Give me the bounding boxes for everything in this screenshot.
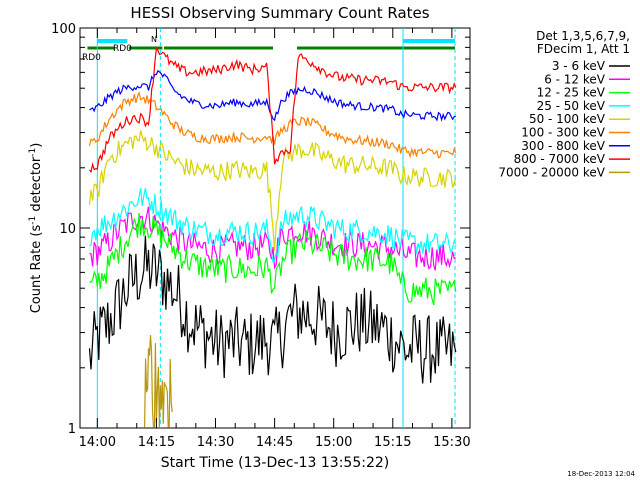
legend-header-line-2: FDecim 1, Att 1 <box>537 42 630 56</box>
series-line <box>89 188 457 263</box>
x-tick-label: 15:00 <box>315 435 352 450</box>
y-tick-label: 1 <box>68 422 76 437</box>
x-tick-label: 14:30 <box>197 435 234 450</box>
series-line <box>88 235 457 384</box>
legend-entry-label: 25 - 50 keV <box>537 99 606 113</box>
series-800-7000keV-kev <box>89 46 457 174</box>
series-7000-20000keV-kev <box>144 335 173 428</box>
series-300-800keV-kev <box>89 69 456 122</box>
legend-entry-label: 3 - 6 keV <box>552 59 606 73</box>
date-stamp: 18-Dec-2013 12:04 <box>567 470 635 478</box>
chart-title: HESSI Observing Summary Count Rates <box>130 4 429 22</box>
legend-entry-label: 300 - 800 keV <box>521 139 605 153</box>
x-tick-label: 15:30 <box>433 435 470 450</box>
series-line <box>88 91 457 159</box>
series-line <box>89 69 456 122</box>
x-tick-label: 14:00 <box>79 435 116 450</box>
series-100-300keV-kev <box>88 91 457 159</box>
series-layer <box>88 46 457 428</box>
y-axis-label-sup-2: -1 <box>28 148 38 157</box>
rd0-label-2: RD0 <box>113 44 132 54</box>
x-tick-label: 14:15 <box>138 435 175 450</box>
series-25-50keV-kev <box>89 188 457 263</box>
y-tick-label: 10 <box>59 222 76 237</box>
series-3-6keV-kev <box>88 235 457 384</box>
series-line <box>88 130 457 252</box>
x-tick-label: 14:45 <box>256 435 293 450</box>
rd0-label-1: RD0 <box>82 53 101 63</box>
series-line <box>89 213 457 306</box>
y-axis-label-sup-1: -1 <box>28 216 38 225</box>
legend-entry-label: 6 - 12 keV <box>544 72 606 86</box>
y-tick-label: 100 <box>51 22 76 37</box>
series-line <box>89 206 457 271</box>
legend: Det 1,3,5,6,7,9, FDecim 1, Att 1 3 - 6 k… <box>498 29 630 179</box>
ticks-layer: 14:00 14:15 14:30 14:45 15:00 15:15 15:30 1 10 10… <box>51 22 470 450</box>
y-axis-label-part-2: detector <box>29 156 44 216</box>
night-label: N <box>151 35 157 44</box>
legend-entry-label: 800 - 7000 keV <box>514 152 606 166</box>
y-axis-label-part-1: Count Rate (s <box>29 225 44 314</box>
x-tick-label: 15:15 <box>374 435 411 450</box>
legend-entry-label: 7000 - 20000 keV <box>498 165 605 179</box>
legend-header-line-1: Det 1,3,5,6,7,9, <box>536 29 630 43</box>
series-line <box>144 335 173 428</box>
x-axis-label: Start Time (13-Dec-13 13:55:22) <box>161 455 389 471</box>
series-12-25keV-kev <box>89 213 457 306</box>
y-axis-label-part-3: ) <box>29 143 44 148</box>
legend-entry-label: 100 - 300 keV <box>521 126 605 140</box>
legend-entry-label: 12 - 25 keV <box>537 86 606 100</box>
series-line <box>89 46 457 174</box>
y-axis-label: Count Rate (s-1 detector-1) <box>28 143 44 314</box>
series-50-100keV-kev <box>88 130 457 252</box>
legend-entry-label: 50 - 100 keV <box>529 112 606 126</box>
series-6-12keV-kev <box>89 206 457 271</box>
